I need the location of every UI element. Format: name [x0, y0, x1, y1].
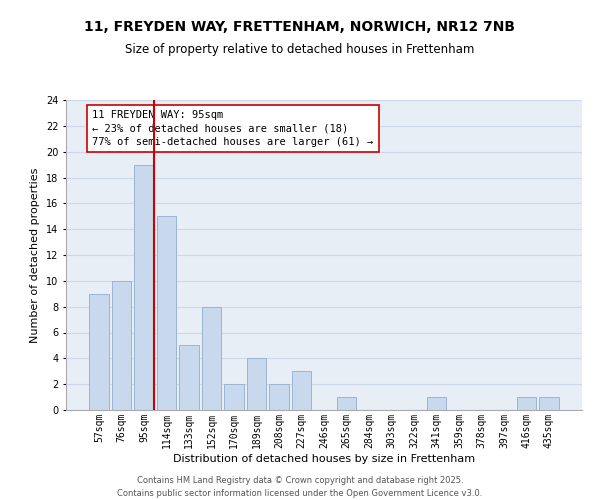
Bar	[89, 294, 109, 410]
Bar	[539, 397, 559, 410]
Bar	[224, 384, 244, 410]
X-axis label: Distribution of detached houses by size in Frettenham: Distribution of detached houses by size …	[173, 454, 475, 464]
Bar	[202, 306, 221, 410]
Text: Size of property relative to detached houses in Frettenham: Size of property relative to detached ho…	[125, 42, 475, 56]
Text: 11 FREYDEN WAY: 95sqm
← 23% of detached houses are smaller (18)
77% of semi-deta: 11 FREYDEN WAY: 95sqm ← 23% of detached …	[92, 110, 374, 146]
Text: Contains HM Land Registry data © Crown copyright and database right 2025.
Contai: Contains HM Land Registry data © Crown c…	[118, 476, 482, 498]
Bar	[112, 281, 131, 410]
Bar	[427, 397, 446, 410]
Bar	[292, 371, 311, 410]
Bar	[337, 397, 356, 410]
Bar	[269, 384, 289, 410]
Bar	[247, 358, 266, 410]
Text: 11, FREYDEN WAY, FRETTENHAM, NORWICH, NR12 7NB: 11, FREYDEN WAY, FRETTENHAM, NORWICH, NR…	[85, 20, 515, 34]
Y-axis label: Number of detached properties: Number of detached properties	[31, 168, 40, 342]
Bar	[134, 164, 154, 410]
Bar	[157, 216, 176, 410]
Bar	[517, 397, 536, 410]
Bar	[179, 346, 199, 410]
